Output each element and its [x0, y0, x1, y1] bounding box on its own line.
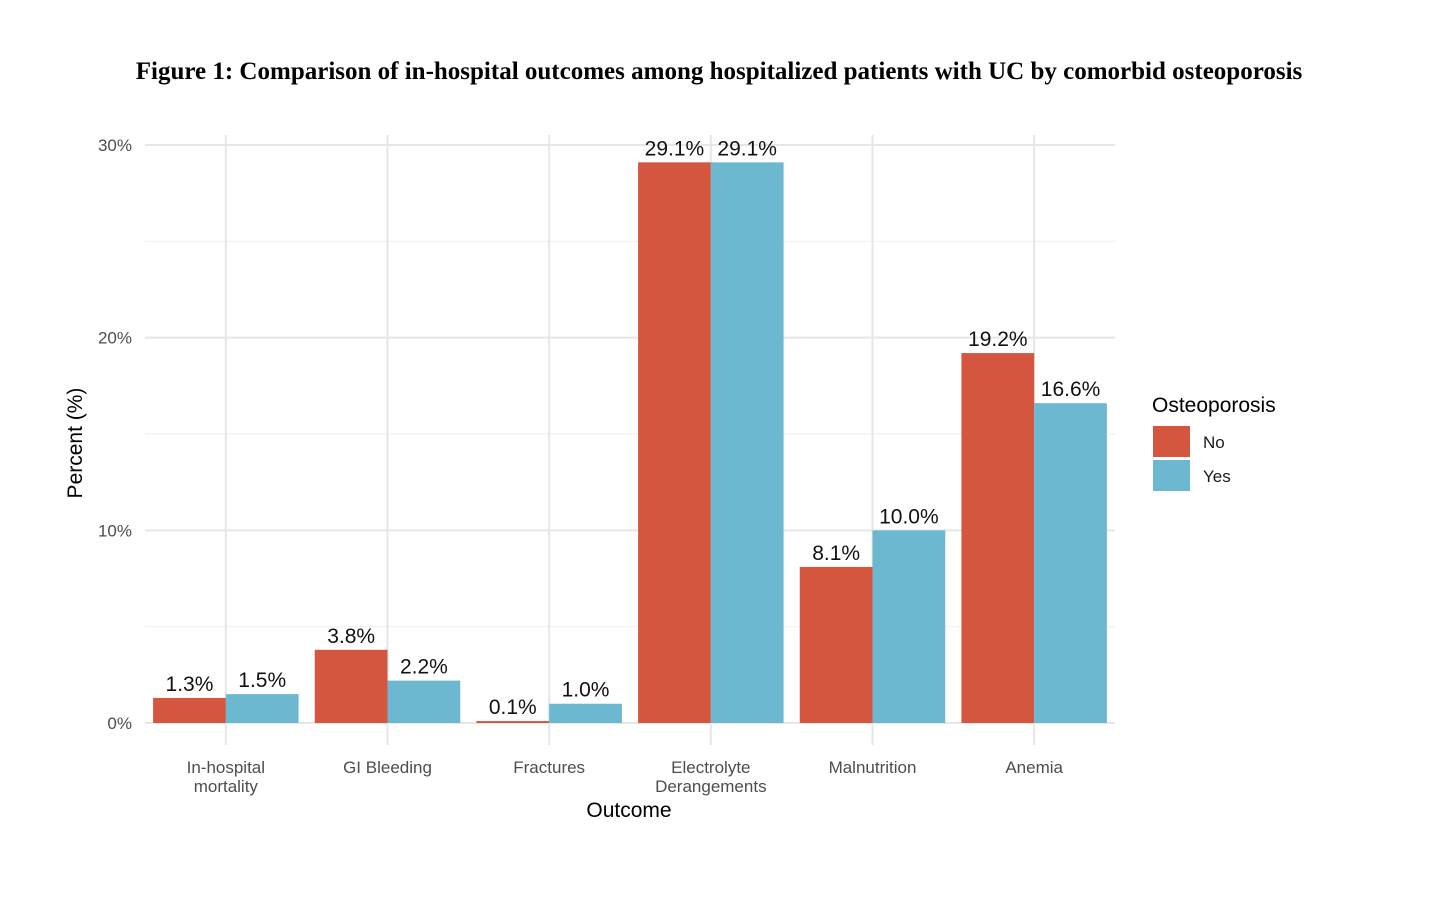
bars — [153, 162, 1107, 724]
bar-value-label: 10.0% — [879, 505, 939, 528]
bar-no — [961, 353, 1035, 723]
bar-no — [314, 649, 388, 723]
bar-yes — [1034, 403, 1107, 723]
legend-items: No Yes — [1153, 426, 1231, 491]
bar-value-label: 2.2% — [400, 656, 448, 679]
x-tick-label: Electrolyte Derangements — [655, 758, 767, 796]
legend: Osteoporosis No Yes — [1152, 394, 1276, 491]
bar-value-label: 1.5% — [238, 669, 286, 692]
bar-yes — [710, 162, 784, 724]
value-labels: 1.3% 3.8% 0.1% 29.1% 8.1% 19.2% 1.5% 2.2% 1.0% 29… — [166, 137, 1101, 719]
bar-value-label: 16.6% — [1041, 378, 1101, 401]
x-tick-label: Fractures — [513, 758, 585, 777]
bar-yes — [549, 703, 622, 723]
figure-title: Figure 1: Comparison of in-hospital outc… — [135, 58, 1303, 85]
y-tick-label: 0% — [107, 714, 132, 733]
bar-no — [476, 721, 550, 723]
bar-value-label: 3.8% — [327, 625, 375, 648]
bar-value-label: 1.3% — [166, 673, 214, 696]
x-tick-label: GI Bleeding — [343, 758, 432, 777]
bar-yes — [387, 680, 461, 723]
bar-value-label: 8.1% — [812, 542, 860, 565]
legend-label-yes: Yes — [1203, 467, 1231, 486]
bar-value-label: 19.2% — [968, 328, 1028, 351]
y-tick-label: 20% — [98, 329, 132, 348]
bar-yes — [872, 530, 946, 723]
legend-title: Osteoporosis — [1152, 394, 1276, 417]
bar-no — [638, 162, 711, 724]
bar-yes — [225, 694, 299, 723]
legend-swatch-no — [1153, 426, 1190, 457]
y-axis-title: Percent (%) — [64, 388, 87, 499]
y-tick-label: 10% — [98, 521, 132, 540]
legend-swatch-yes — [1153, 460, 1190, 491]
bar-no — [799, 566, 873, 723]
legend-label-no: No — [1203, 433, 1225, 452]
x-tick-label: Malnutrition — [829, 758, 917, 777]
bar-value-label: 29.1% — [645, 137, 705, 160]
x-tick-label: In-hospital mortality — [187, 758, 265, 796]
bar-value-label: 1.0% — [562, 679, 610, 702]
bar-value-label: 29.1% — [717, 137, 777, 160]
bar-value-label: 0.1% — [489, 696, 537, 719]
axes: 0% 10% 20% 30% In-hospital mortality GI Bleedi… — [98, 136, 1064, 796]
bar-no — [153, 697, 226, 723]
y-tick-label: 30% — [98, 136, 132, 155]
x-tick-label: Anemia — [1005, 758, 1063, 777]
x-axis-title: Outcome — [586, 799, 671, 822]
